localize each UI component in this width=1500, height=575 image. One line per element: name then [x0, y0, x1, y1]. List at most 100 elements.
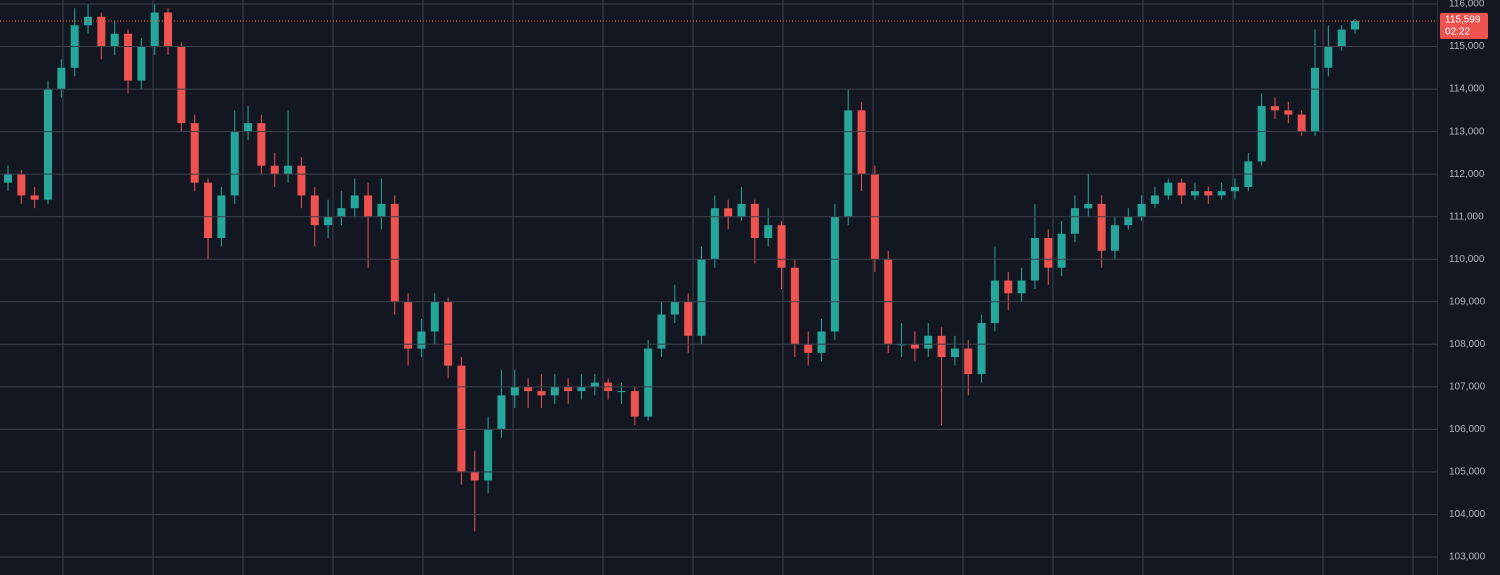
candle-body — [844, 110, 853, 217]
candle-body — [590, 382, 599, 387]
y-tick-label: 111,000 — [1449, 211, 1484, 222]
candle-body — [1017, 280, 1026, 294]
candle-body — [1124, 216, 1133, 226]
y-tick-label: 113,000 — [1449, 126, 1485, 137]
candle-body — [150, 12, 159, 47]
candle-body — [17, 174, 26, 196]
candle-body — [564, 386, 573, 392]
y-tick-label: 105,000 — [1449, 467, 1486, 478]
candle-body — [644, 348, 653, 417]
candle-body — [550, 386, 559, 396]
candle-body — [1137, 203, 1146, 217]
candle-body — [910, 344, 919, 349]
candle-body — [830, 216, 839, 332]
candle-body — [257, 123, 266, 166]
y-tick-label: 116,000 — [1449, 0, 1485, 10]
candle-body — [950, 348, 959, 358]
candle-body — [44, 89, 53, 200]
candle-body — [284, 165, 293, 175]
y-tick-label: 110,000 — [1449, 254, 1485, 265]
candle-body — [430, 301, 439, 332]
candle-body — [404, 301, 413, 349]
candle-body — [204, 182, 213, 238]
candle-body — [230, 131, 239, 196]
candle-body — [470, 471, 479, 481]
candle-body — [137, 46, 146, 81]
candle-body — [124, 33, 133, 81]
candle-body — [1097, 203, 1106, 251]
candle-body — [1164, 182, 1173, 196]
candle-body — [364, 195, 373, 217]
y-tick-label: 115,000 — [1449, 41, 1485, 52]
candle-body — [57, 67, 66, 90]
candle-body — [497, 395, 506, 430]
candle-body — [164, 12, 173, 47]
candle-body — [1044, 237, 1053, 268]
candle-body — [764, 225, 773, 238]
candle-body — [97, 16, 106, 47]
candle-body — [337, 208, 346, 217]
plot — [3, 3, 1360, 532]
y-tick-label: 103,000 — [1449, 552, 1486, 563]
candle-body — [1284, 110, 1293, 115]
candle-body — [1297, 114, 1306, 132]
candle-body — [30, 195, 39, 200]
candle-body — [790, 267, 799, 345]
candle-body — [724, 208, 733, 217]
candle-body — [1070, 208, 1079, 234]
candle-body — [177, 46, 186, 124]
candle-body — [617, 391, 626, 393]
candle-body — [1177, 182, 1186, 196]
candle-body — [324, 216, 333, 226]
candle-body — [684, 301, 693, 336]
candle-body — [924, 335, 933, 349]
y-tick-label: 106,000 — [1449, 424, 1486, 435]
candle-body — [670, 301, 679, 315]
candle-body — [510, 386, 519, 396]
countdown-label: 02:22 — [1445, 27, 1470, 38]
candle-body — [937, 335, 946, 358]
candle-body — [1270, 106, 1279, 111]
candle-body — [697, 259, 706, 336]
candle-body — [1190, 191, 1199, 196]
candle-body — [390, 203, 399, 302]
candle-body — [1310, 67, 1319, 132]
y-tick-label: 109,000 — [1449, 296, 1486, 307]
candle-body — [537, 391, 546, 396]
candle-body — [630, 391, 639, 417]
candle-body — [484, 429, 493, 481]
last-price-label: 115,599 — [1445, 15, 1481, 26]
candle-body — [1257, 106, 1266, 162]
candle-body — [377, 203, 386, 217]
candle-body — [244, 123, 253, 132]
candle-body — [297, 165, 306, 196]
time-grid — [62, 0, 1414, 575]
candle-body — [84, 16, 93, 26]
candle-body — [190, 123, 199, 183]
candle-body — [817, 331, 826, 353]
candle-body — [1204, 191, 1213, 196]
candle-body — [270, 165, 279, 175]
candle-body — [1004, 280, 1013, 294]
candle-body — [457, 365, 466, 472]
candle-body — [1230, 186, 1239, 192]
candle-body — [524, 386, 533, 392]
candle-body — [3, 174, 13, 183]
candle-body — [964, 348, 973, 375]
candle-body — [857, 110, 866, 175]
candle-body — [110, 33, 119, 47]
candle-body — [1350, 21, 1360, 30]
candle-body — [737, 203, 746, 217]
y-tick-label: 114,000 — [1449, 84, 1485, 95]
y-tick-label: 107,000 — [1449, 381, 1486, 392]
candle-body — [777, 225, 786, 268]
candle-body — [657, 314, 666, 349]
y-tick-label: 112,000 — [1449, 169, 1485, 180]
y-tick-label: 108,000 — [1449, 339, 1486, 350]
candle-body — [710, 208, 719, 260]
candle-body — [977, 323, 986, 375]
candle-body — [1150, 195, 1159, 204]
